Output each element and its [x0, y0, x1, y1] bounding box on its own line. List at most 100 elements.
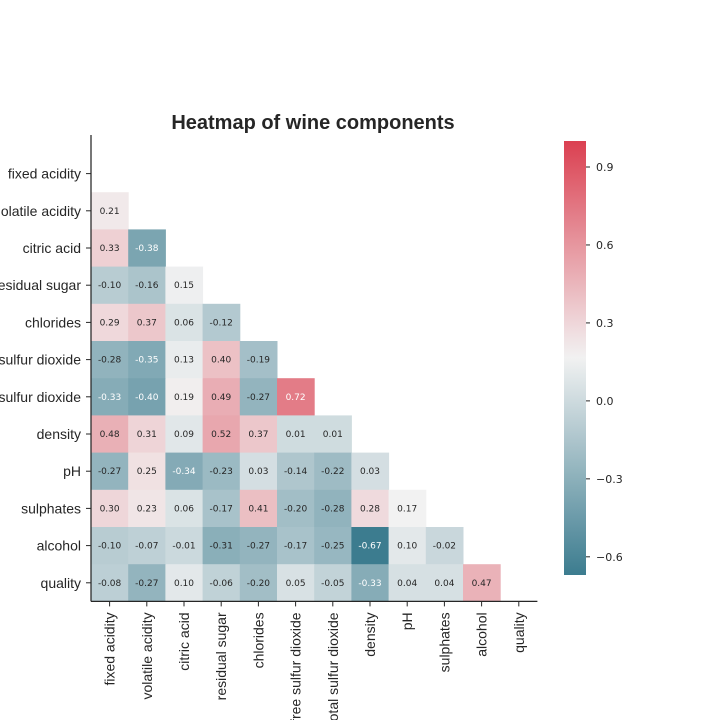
heatmap-cell: [165, 415, 204, 454]
cell-value-label: 0.25: [137, 467, 157, 477]
heatmap-cell: [128, 415, 166, 454]
x-tick-label: chlorides: [250, 612, 266, 668]
cell-value-label: 0.10: [397, 542, 417, 552]
cell-value-label: -0.28: [321, 504, 345, 514]
heatmap-cell: [388, 564, 427, 602]
x-tick-label: pH: [399, 612, 415, 630]
cell-value-label: -0.34: [172, 467, 196, 477]
heatmap-cell: [165, 564, 204, 602]
cell-value-label: -0.05: [321, 579, 344, 589]
heatmap-cell: [91, 415, 129, 454]
cell-value-label: 0.30: [100, 504, 120, 514]
cell-value-label: -0.01: [172, 542, 195, 552]
cell-value-label: -0.33: [98, 393, 121, 403]
cell-value-label: 0.47: [472, 579, 492, 589]
x-tick-label: fixed acidity: [102, 612, 118, 685]
cell-value-label: -0.33: [358, 579, 381, 589]
heatmap-cell: [239, 527, 278, 565]
heatmap-cell: [165, 378, 204, 416]
heatmap-cell: [351, 489, 390, 528]
cell-value-label: -0.17: [284, 542, 307, 552]
heatmap-cell: [202, 378, 241, 416]
cell-value-label: -0.20: [247, 579, 271, 589]
heatmap-cell: [202, 489, 241, 528]
cell-value-label: 0.01: [323, 430, 343, 440]
x-tick-labels: fixed acidity volatile acidity citric acid…: [102, 601, 527, 720]
cell-value-label: -0.16: [135, 281, 159, 291]
cell-value-label: 0.01: [286, 430, 306, 440]
cell-value-label: -0.27: [247, 542, 270, 552]
colorbar-tick-label: −0.3: [596, 473, 623, 486]
x-tick-label: sulphates: [436, 612, 452, 672]
heatmap-cell: [351, 527, 390, 565]
cell-value-label: 0.37: [137, 318, 157, 328]
heatmap-cell: [128, 303, 166, 342]
heatmap-cell: [239, 341, 278, 379]
y-tick-label: sulfur dioxide: [0, 389, 81, 405]
heatmap-cell: [388, 489, 427, 528]
cell-value-label: -0.23: [210, 467, 233, 477]
heatmap-cell: [277, 378, 315, 416]
cell-value-label: 0.09: [174, 430, 194, 440]
colorbar-tick-label: 0.0: [596, 395, 614, 408]
heatmap-cell: [388, 527, 427, 565]
colorbar-scale: [564, 141, 586, 575]
y-tick-label: sulphates: [21, 500, 81, 516]
heatmap-cell: [314, 415, 352, 454]
cell-value-label: 0.52: [211, 430, 231, 440]
heatmap-cell: [277, 452, 315, 491]
y-tick-label: chlorides: [25, 314, 81, 330]
cell-value-label: 0.17: [397, 504, 417, 514]
heatmap-cell: [91, 489, 129, 528]
x-tick-label: alcohol: [474, 612, 490, 656]
cell-value-label: 0.49: [211, 393, 231, 403]
cell-value-label: -0.25: [321, 542, 344, 552]
cell-value-label: -0.40: [135, 393, 159, 403]
heatmap-cell: [91, 378, 129, 416]
y-tick-label: fixed acidity: [8, 166, 81, 182]
heatmap-cell: [202, 303, 241, 342]
cell-value-label: 0.21: [100, 207, 120, 217]
cell-value-label: 0.37: [248, 430, 268, 440]
heatmap-cell: [128, 489, 166, 528]
cell-value-label: 0.03: [360, 467, 380, 477]
cell-value-label: 0.72: [286, 393, 306, 403]
heatmap-cell: [165, 527, 204, 565]
y-tick-label: citric acid: [23, 240, 81, 256]
y-tick-label: olatile acidity: [1, 203, 81, 219]
x-tick-label: total sulfur dioxide: [325, 612, 341, 720]
heatmap-cell: [91, 564, 129, 602]
cell-value-label: 0.23: [137, 504, 157, 514]
cell-value-label: -0.19: [247, 356, 271, 366]
heatmap-cell: [351, 452, 390, 491]
cell-value-label: 0.19: [174, 393, 194, 403]
cell-value-label: -0.02: [433, 542, 456, 552]
cell-value-label: 0.41: [248, 504, 268, 514]
y-tick-label: quality: [41, 575, 81, 591]
cell-value-label: -0.06: [210, 579, 234, 589]
colorbar-tick-label: −0.6: [596, 551, 623, 564]
heatmap-cell: [314, 452, 352, 491]
heatmap-cell: [277, 564, 315, 602]
heatmap-cell: [239, 452, 278, 491]
heatmap-cell: [425, 564, 464, 602]
heatmap-cell: [463, 564, 501, 602]
cell-value-label: 0.05: [286, 579, 306, 589]
y-tick-label: esidual sugar: [0, 277, 81, 293]
heatmap-cell: [351, 564, 390, 602]
cell-value-label: 0.33: [100, 244, 120, 254]
heatmap-cell: [165, 266, 204, 305]
cell-value-label: -0.12: [210, 318, 233, 328]
y-tick-label: sulfur dioxide: [0, 352, 81, 368]
heatmap-cell: [128, 527, 166, 565]
colorbar-tick-label: 0.6: [596, 239, 614, 252]
heatmap-cell: [128, 564, 166, 602]
y-tick-labels: fixed acidity olatile acidity citric acid e…: [0, 166, 91, 591]
heatmap-cell: [239, 489, 278, 528]
heatmap-cell: [91, 192, 129, 230]
cell-value-label: -0.10: [98, 281, 122, 291]
cell-value-label: -0.27: [247, 393, 270, 403]
heatmap-cell: [314, 489, 352, 528]
cell-value-label: -0.20: [284, 504, 308, 514]
heatmap-cell: [128, 341, 166, 379]
